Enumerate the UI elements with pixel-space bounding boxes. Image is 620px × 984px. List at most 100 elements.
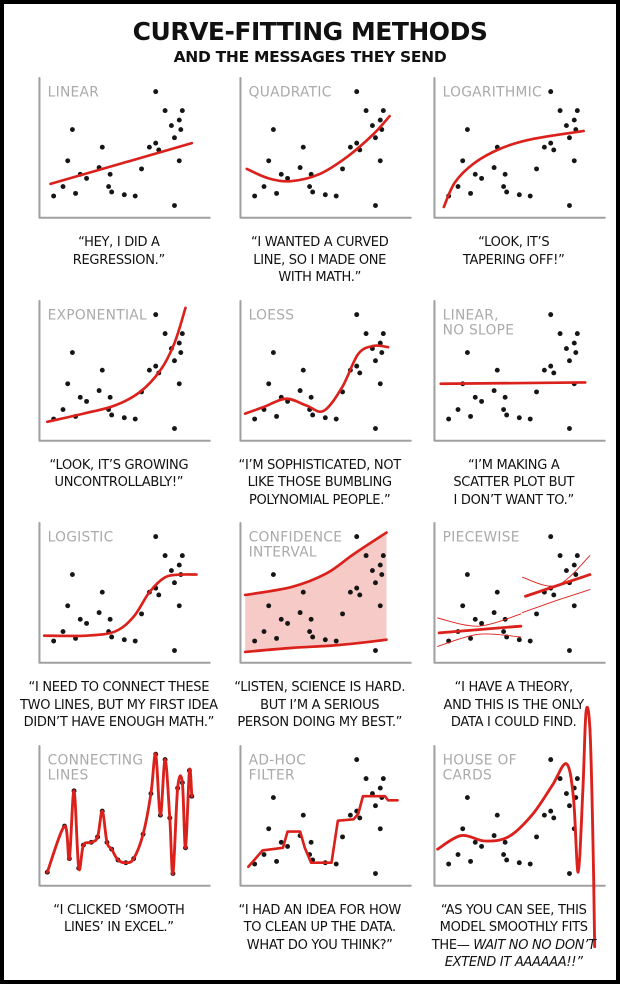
data-point [551,815,556,820]
caption-line: UNCONTROLLABLY!” [54,475,184,490]
data-point [494,367,500,373]
caption-line: REGRESSION.” [72,252,165,268]
data-point [459,603,465,609]
data-point [353,89,359,95]
data-point [156,592,162,598]
plot-exponential: EXPONENTIAL [38,299,211,442]
data-point [265,603,271,609]
caption-line: “I WANTED A CURVED [251,235,389,250]
plot-logarithmic: LOGARITHMIC [433,77,606,219]
data-point [278,839,284,845]
data-point [153,363,159,369]
data-point [308,616,314,622]
plot-axes [38,522,211,664]
data-point [261,184,267,190]
data-point [574,775,580,781]
plot-title: LINEAR [47,84,99,100]
data-point [494,812,500,818]
data-point [547,534,553,540]
data-point [472,839,478,845]
data-point [109,634,114,640]
data-point [372,203,378,208]
data-point [178,127,184,133]
caption-line: LINES’ IN EXCEL.” [64,920,174,935]
plot-linear: LINEAR [38,77,211,219]
data-point [300,367,306,373]
panel-quadratic: QUADRATIC “I WANTED A CURVED LINE, SO I MA… [228,75,412,287]
plot-title: AD-HOC [248,752,306,768]
data-point [270,572,276,578]
data-point [527,193,533,199]
data-point [363,775,369,781]
data-point [347,144,353,150]
page-subtitle: AND THE MESSAGES THEY SEND [173,48,447,66]
plot-caption: “I’M MAKING A SCATTER PLOT BUT I DON’T WAN… [453,457,574,510]
caption-line: LIKE THOSE BUMBLING [247,475,393,490]
data-point [573,572,578,578]
panel-house-of-cards: HOUSE OF CARDS “AS YOU CAN SEE, THIS MODEL … [422,705,606,972]
data-point [300,812,306,818]
data-point [571,117,577,123]
data-point [527,861,533,866]
panel-linear: LINEAR “HEY, I DID A REGRESSION.” [20,75,218,269]
data-point [557,330,563,336]
data-point [467,413,473,419]
plot-caption: “I HAVE A THEORY, AND THIS IS THE ONLY DAT… [443,679,585,732]
data-point [502,171,508,177]
data-point [503,412,509,417]
data-point [551,370,556,375]
data-point [171,580,177,586]
data-point [379,572,384,578]
data-point [574,330,580,336]
data-point [176,562,182,568]
data-point [500,851,506,857]
plot-caption: “I’M SOPHISTICATED, NOT LIKE THOSE BUMBLI… [238,457,402,510]
data-point [380,775,386,781]
caption-line: “I’M SOPHISTICATED, NOT [238,457,402,473]
plot-caption: “I NEED TO CONNECT THESE TWO LINES, BUT M… [20,679,218,732]
data-point [99,589,105,595]
plot-title: CARDS [442,767,491,783]
caption-line: DIDN’T HAVE ENOUGH MATH.” [23,715,215,730]
data-point [372,357,378,363]
data-point [132,193,138,199]
plot-title: LINES [47,767,88,783]
data-point [121,192,127,198]
data-point [464,794,470,800]
data-point [571,603,577,609]
data-point [138,611,144,617]
data-point [377,825,383,831]
data-point [333,638,339,644]
data-point [353,363,359,369]
data-point [297,387,303,393]
data-point [464,349,470,355]
data-point [574,553,580,559]
data-point [65,158,71,164]
data-point [322,637,328,643]
data-point [459,158,465,164]
caption-line: “LOOK, IT’S [478,235,550,250]
data-point [132,416,138,421]
data-point [464,572,470,578]
data-point [357,370,362,375]
caption-line: AND THIS IS THE ONLY [443,697,585,713]
fit-curve [436,613,522,627]
data-point [516,414,522,420]
data-point [563,568,569,574]
data-point [162,108,168,114]
fit-curve [435,705,596,948]
data-point [322,414,328,420]
data-point [309,189,315,195]
data-point [171,425,177,431]
data-point [571,158,577,164]
data-point [168,568,174,574]
plot-axes [433,744,606,887]
caption-line: I DON’T WANT TO.” [453,492,575,508]
data-point [557,775,563,781]
data-point [372,425,378,431]
data-point [347,812,353,818]
plot-title: NO SLOPE [442,322,514,338]
caption-line: “LISTEN, SCIENCE IS HARD. [234,680,406,695]
fit-curve [243,531,388,597]
data-point [162,330,168,336]
